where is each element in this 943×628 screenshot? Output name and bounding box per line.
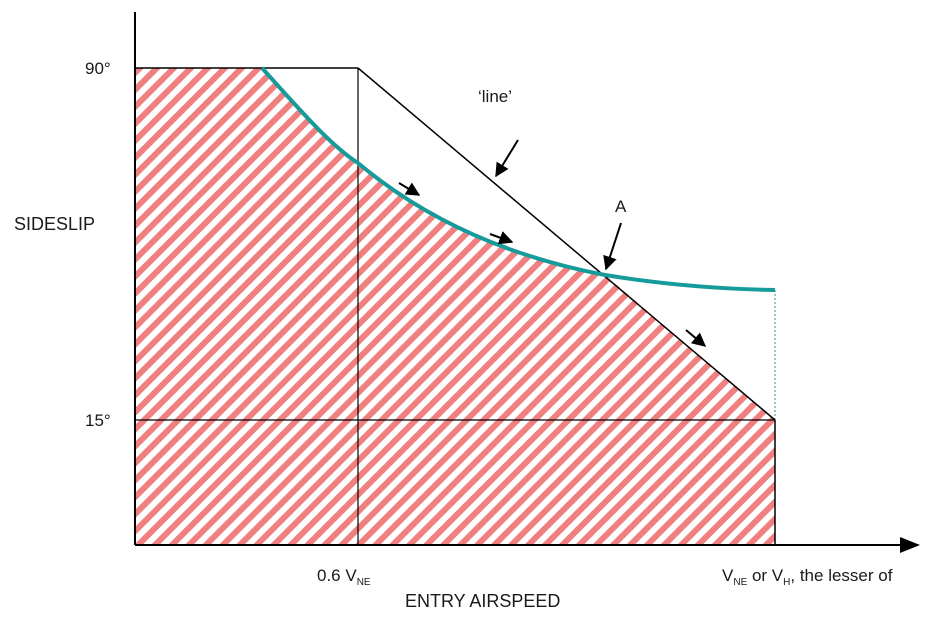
x-tick-max-sub1: NE (733, 577, 747, 588)
x-tick-max-suffix: , the lesser of (790, 566, 892, 585)
sideslip-curve (260, 66, 776, 292)
direction-arrow-2 (489, 231, 514, 245)
x-tick-06-vne: 0.6 VNE (317, 566, 371, 588)
x-tick-06-prefix: 0.6 V (317, 566, 357, 585)
line-label-arrow (495, 139, 519, 178)
y-tick-15: 15° (85, 411, 111, 430)
x-tick-max-sub2: H (783, 577, 790, 588)
x-tick-max-v1: V (722, 566, 734, 585)
x-tick-vne-vh: VNE or VH, the lesser of (722, 566, 893, 588)
line-label: ‘line’ (478, 87, 512, 106)
direction-arrow-1 (398, 182, 421, 196)
hatched-region (135, 68, 775, 545)
diagonal-line (357, 67, 776, 421)
point-a-label: A (615, 197, 627, 216)
x-tick-max-mid: or V (747, 566, 784, 585)
x-axis-title: ENTRY AIRSPEED (405, 591, 560, 611)
point-a-arrow (603, 222, 622, 271)
direction-arrow-3 (685, 329, 707, 347)
x-tick-06-subscript: NE (357, 577, 371, 588)
y-axis-title: SIDESLIP (14, 214, 95, 234)
y-tick-90: 90° (85, 59, 111, 78)
